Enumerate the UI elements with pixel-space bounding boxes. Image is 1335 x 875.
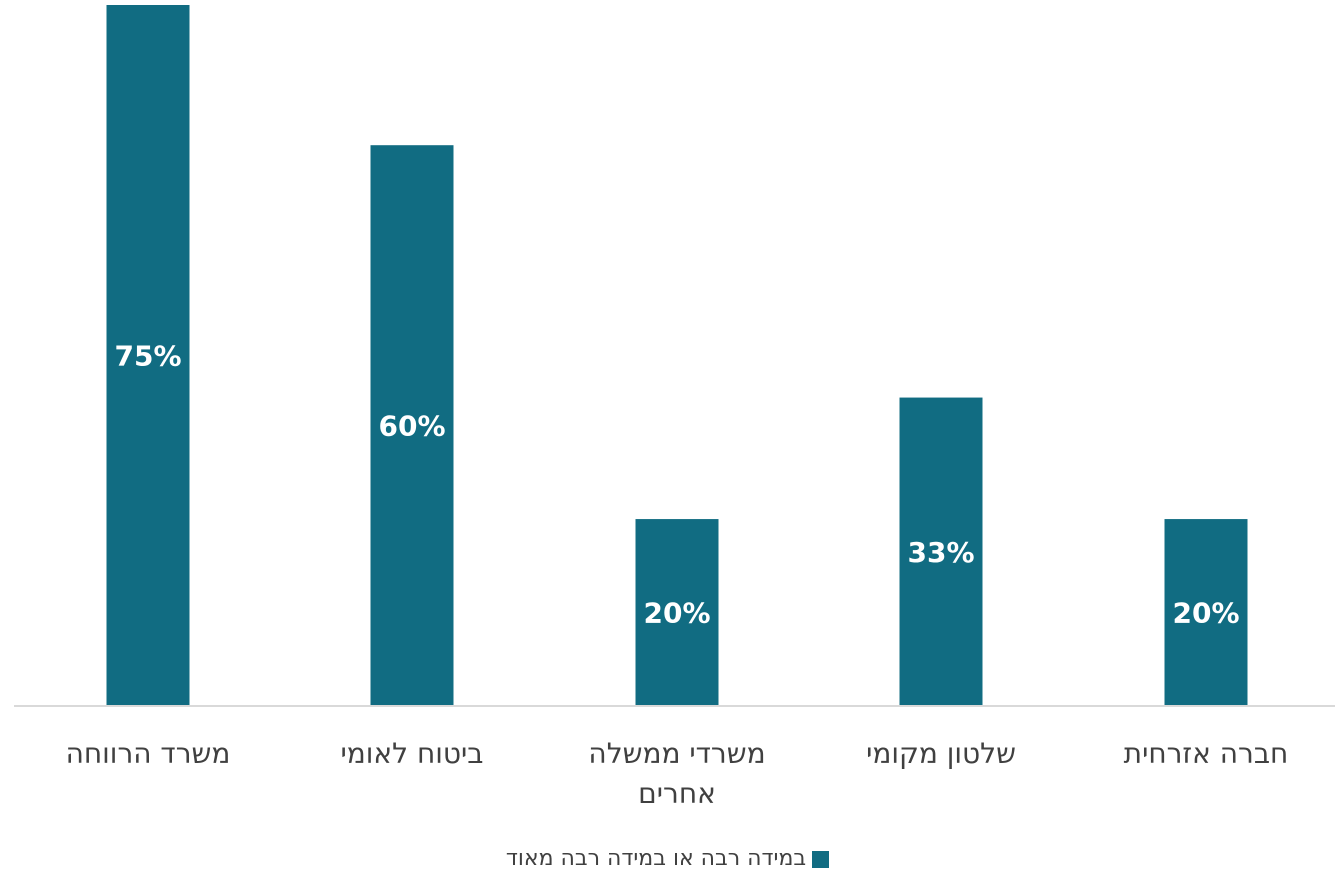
category-label-2: ביטוח לאומי (341, 737, 484, 770)
category-label-3-line-2: אחרים (638, 777, 716, 810)
category-label-3-line-1: משרדי ממשלה (588, 737, 765, 770)
category-labels-group: משרד הרווחה ביטוח לאומי משרדי ממשלה אחרים של… (66, 737, 1289, 810)
category-label-1: משרד הרווחה (66, 737, 231, 770)
bar-1 (106, 5, 190, 706)
legend-item: במידה רבה או במידה רבה מאוד (505, 846, 830, 872)
bar-chart: 75%60%20%33%20% משרד הרווחה ביטוח לאומי מש… (14, 5, 1335, 810)
bar-2 (370, 145, 454, 706)
bars-group (106, 5, 1248, 706)
data-label-1: 75% (114, 340, 181, 373)
data-label-2: 60% (378, 410, 445, 443)
data-labels-group: 75% 60% 20% 33% 20% (114, 340, 1239, 630)
category-label-5: חברה אזרחית (1124, 737, 1289, 770)
category-label-4: שלטון מקומי (866, 737, 1016, 770)
bar-4 (899, 397, 983, 706)
legend-swatch (812, 850, 830, 868)
bar-3 (635, 519, 719, 706)
data-label-4: 33% (907, 536, 974, 569)
data-label-5: 20% (1172, 597, 1239, 630)
legend: במידה רבה או במידה רבה מאוד (0, 846, 1335, 875)
legend-label: במידה רבה או במידה רבה מאוד (505, 846, 807, 871)
bar-5 (1164, 519, 1248, 706)
data-label-3: 20% (643, 597, 710, 630)
